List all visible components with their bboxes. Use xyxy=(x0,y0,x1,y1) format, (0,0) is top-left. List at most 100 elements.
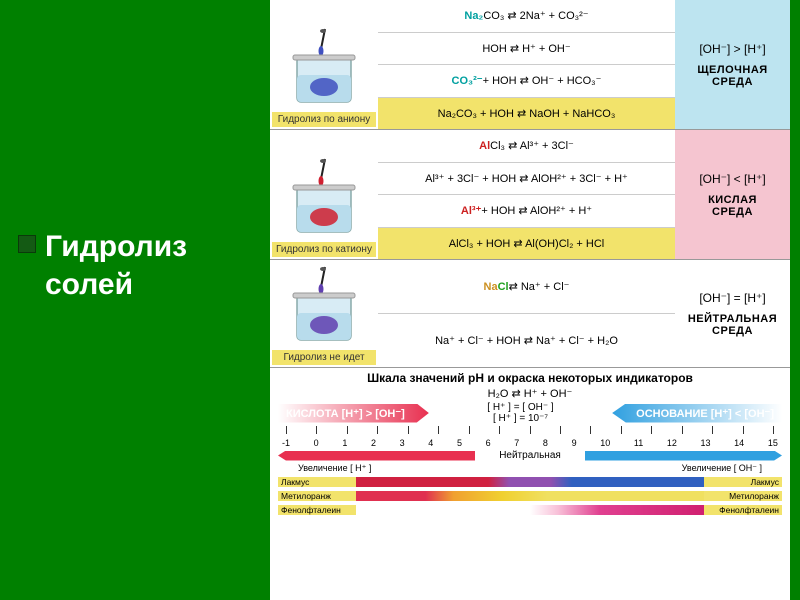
beaker-icon xyxy=(279,27,369,112)
indicator-bar xyxy=(356,491,704,501)
scale-number: 15 xyxy=(768,438,778,448)
equation-line: NaCl ⇄ Na⁺ + Cl⁻ xyxy=(378,260,675,314)
equation-line: AlCl₃ ⇄ Al³⁺ + 3Cl⁻ xyxy=(378,130,675,163)
scale-number: 8 xyxy=(543,438,548,448)
scale-tick xyxy=(286,426,287,434)
scale-numbers: -10123456789101112131415 xyxy=(278,438,782,448)
equation-line: Al³⁺ + 3Cl⁻ + HOH ⇄ AlOH²⁺ + 3Cl⁻ + H⁺ xyxy=(378,163,675,196)
equations-cell: Na₂CO₃ ⇄ 2Na⁺ + CO₃²⁻HOH ⇄ H⁺ + OH⁻CO₃²⁻… xyxy=(378,0,675,129)
scale-number: -1 xyxy=(282,438,290,448)
scale-tick xyxy=(590,426,591,434)
beaker-icon xyxy=(279,157,369,242)
ph-center-eq2: [ H⁺ ] = 10⁻⁷ xyxy=(429,413,612,424)
equation-line: AlCl₃ + HOH ⇄ Al(OH)Cl₂ + HCl xyxy=(378,228,675,260)
indicator-name-left: Метилоранж xyxy=(278,491,356,501)
scale-tick xyxy=(773,426,774,434)
ph-banner: КИСЛОТА [H⁺] > [OH⁻] [ H⁺ ] = [ OH⁻ ] [ … xyxy=(278,402,782,424)
scale-number: 5 xyxy=(457,438,462,448)
equations-cell: NaCl ⇄ Na⁺ + Cl⁻Na⁺ + Cl⁻ + HOH ⇄ Na⁺ + … xyxy=(378,260,675,367)
scale-tick xyxy=(469,426,470,434)
ph-scale-block: Шкала значений pH и окраска некоторых ин… xyxy=(270,368,790,600)
scale-number: 2 xyxy=(371,438,376,448)
inc-oh-label: Увеличение [ OH⁻ ] xyxy=(682,463,762,474)
indicator-name-right: Фенолфталеин xyxy=(704,505,782,515)
scale-tick xyxy=(621,426,622,434)
env-name: НЕЙТРАЛЬНАЯСРЕДА xyxy=(688,313,777,337)
scale-number: 9 xyxy=(572,438,577,448)
ph-center-eq1: [ H⁺ ] = [ OH⁻ ] xyxy=(429,402,612,413)
indicator-name-right: Метилоранж xyxy=(704,491,782,501)
neutral-label: Нейтральная xyxy=(475,450,585,461)
beaker-caption: Гидролиз по аниону xyxy=(272,112,376,127)
indicator-name-left: Фенолфталеин xyxy=(278,505,356,515)
scale-tick xyxy=(316,426,317,434)
scale-tick xyxy=(743,426,744,434)
environment-cell: [OH⁻] > [H⁺] ЩЕЛОЧНАЯСРЕДА xyxy=(675,0,790,129)
page-title: Гидролиз солей xyxy=(45,228,187,303)
beaker-caption: Гидролиз не идет xyxy=(272,350,376,365)
scale-number: 10 xyxy=(600,438,610,448)
indicator-bars: Лакмус Лакмус Метилоранж Метилоранж Фенолф… xyxy=(278,476,782,516)
ph-title: Шкала значений pH и окраска некоторых ин… xyxy=(278,371,782,385)
base-arrow: ОСНОВАНИЕ [H⁺] < [OH⁻] xyxy=(612,404,782,423)
inc-h-label: Увеличение [ H⁺ ] xyxy=(298,463,371,474)
hydrolysis-row: Гидролиз по катионуAlCl₃ ⇄ Al³⁺ + 3Cl⁻Al… xyxy=(270,130,790,260)
increase-labels: Увеличение [ H⁺ ] Увеличение [ OH⁻ ] xyxy=(278,463,782,474)
env-name: ЩЕЛОЧНАЯСРЕДА xyxy=(697,64,767,88)
scale-number: 11 xyxy=(634,438,643,448)
equations-cell: AlCl₃ ⇄ Al³⁺ + 3Cl⁻Al³⁺ + 3Cl⁻ + HOH ⇄ A… xyxy=(378,130,675,259)
scale-tick xyxy=(377,426,378,434)
acid-arrow: КИСЛОТА [H⁺] > [OH⁻] xyxy=(278,404,429,423)
hydrolysis-row: Гидролиз не идетNaCl ⇄ Na⁺ + Cl⁻Na⁺ + Cl… xyxy=(270,260,790,368)
title-line2: солей xyxy=(45,268,133,301)
hydrolysis-rows: Гидролиз по анионуNa₂CO₃ ⇄ 2Na⁺ + CO₃²⁻H… xyxy=(270,0,790,368)
scale-number: 12 xyxy=(667,438,677,448)
beaker-caption: Гидролиз по катиону xyxy=(272,242,376,257)
environment-cell: [OH⁻] < [H⁺] КИСЛАЯСРЕДА xyxy=(675,130,790,259)
indicator-bar xyxy=(356,477,704,487)
scale-number: 3 xyxy=(400,438,405,448)
scale-tick xyxy=(560,426,561,434)
scale-number: 1 xyxy=(342,438,347,448)
title-line1: Гидролиз xyxy=(45,230,187,263)
arrow-increase-h xyxy=(278,451,475,461)
scale-arrows: Нейтральная xyxy=(278,450,782,461)
env-ion-relation: [OH⁻] < [H⁺] xyxy=(699,172,765,186)
equation-line: Na₂CO₃ ⇄ 2Na⁺ + CO₃²⁻ xyxy=(378,0,675,33)
indicator-name-right: Лакмус xyxy=(704,477,782,487)
ph-water-eq: H₂O ⇄ H⁺ + OH⁻ xyxy=(278,387,782,400)
scale-tick xyxy=(651,426,652,434)
hydrolysis-row: Гидролиз по анионуNa₂CO₃ ⇄ 2Na⁺ + CO₃²⁻H… xyxy=(270,0,790,130)
chemistry-panel: Гидролиз по анионуNa₂CO₃ ⇄ 2Na⁺ + CO₃²⁻H… xyxy=(270,0,790,600)
equation-line: Na⁺ + Cl⁻ + HOH ⇄ Na⁺ + Cl⁻ + H₂O xyxy=(378,314,675,367)
indicator-bar xyxy=(356,505,704,515)
arrow-increase-oh xyxy=(585,451,782,461)
scale-tick xyxy=(712,426,713,434)
scale-tick xyxy=(438,426,439,434)
equation-line: Al³⁺ + HOH ⇄ AlOH²⁺ + H⁺ xyxy=(378,195,675,228)
scale-number: 7 xyxy=(514,438,519,448)
scale-tick xyxy=(499,426,500,434)
scale-number: 13 xyxy=(701,438,711,448)
scale-ticks xyxy=(278,426,782,434)
equation-line: HOH ⇄ H⁺ + OH⁻ xyxy=(378,33,675,66)
bullet-square xyxy=(18,235,36,253)
env-ion-relation: [OH⁻] > [H⁺] xyxy=(699,42,765,56)
scale-tick xyxy=(530,426,531,434)
scale-number: 14 xyxy=(734,438,744,448)
env-ion-relation: [OH⁻] = [H⁺] xyxy=(699,291,765,305)
scale-tick xyxy=(347,426,348,434)
scale-tick xyxy=(682,426,683,434)
scale-tick xyxy=(408,426,409,434)
beaker-icon xyxy=(279,265,369,350)
equation-line: CO₃²⁻ + HOH ⇄ OH⁻ + HCO₃⁻ xyxy=(378,65,675,98)
indicator-row: Лакмус Лакмус xyxy=(278,476,782,488)
scale-number: 0 xyxy=(314,438,319,448)
scale-number: 6 xyxy=(486,438,491,448)
equation-line: Na₂CO₃ + HOH ⇄ NaOH + NaHCO₃ xyxy=(378,98,675,130)
environment-cell: [OH⁻] = [H⁺] НЕЙТРАЛЬНАЯСРЕДА xyxy=(675,260,790,367)
indicator-row: Метилоранж Метилоранж xyxy=(278,490,782,502)
ph-center: [ H⁺ ] = [ OH⁻ ] [ H⁺ ] = 10⁻⁷ xyxy=(429,402,612,424)
beaker-cell: Гидролиз по аниону xyxy=(270,0,378,129)
indicator-row: Фенолфталеин Фенолфталеин xyxy=(278,504,782,516)
